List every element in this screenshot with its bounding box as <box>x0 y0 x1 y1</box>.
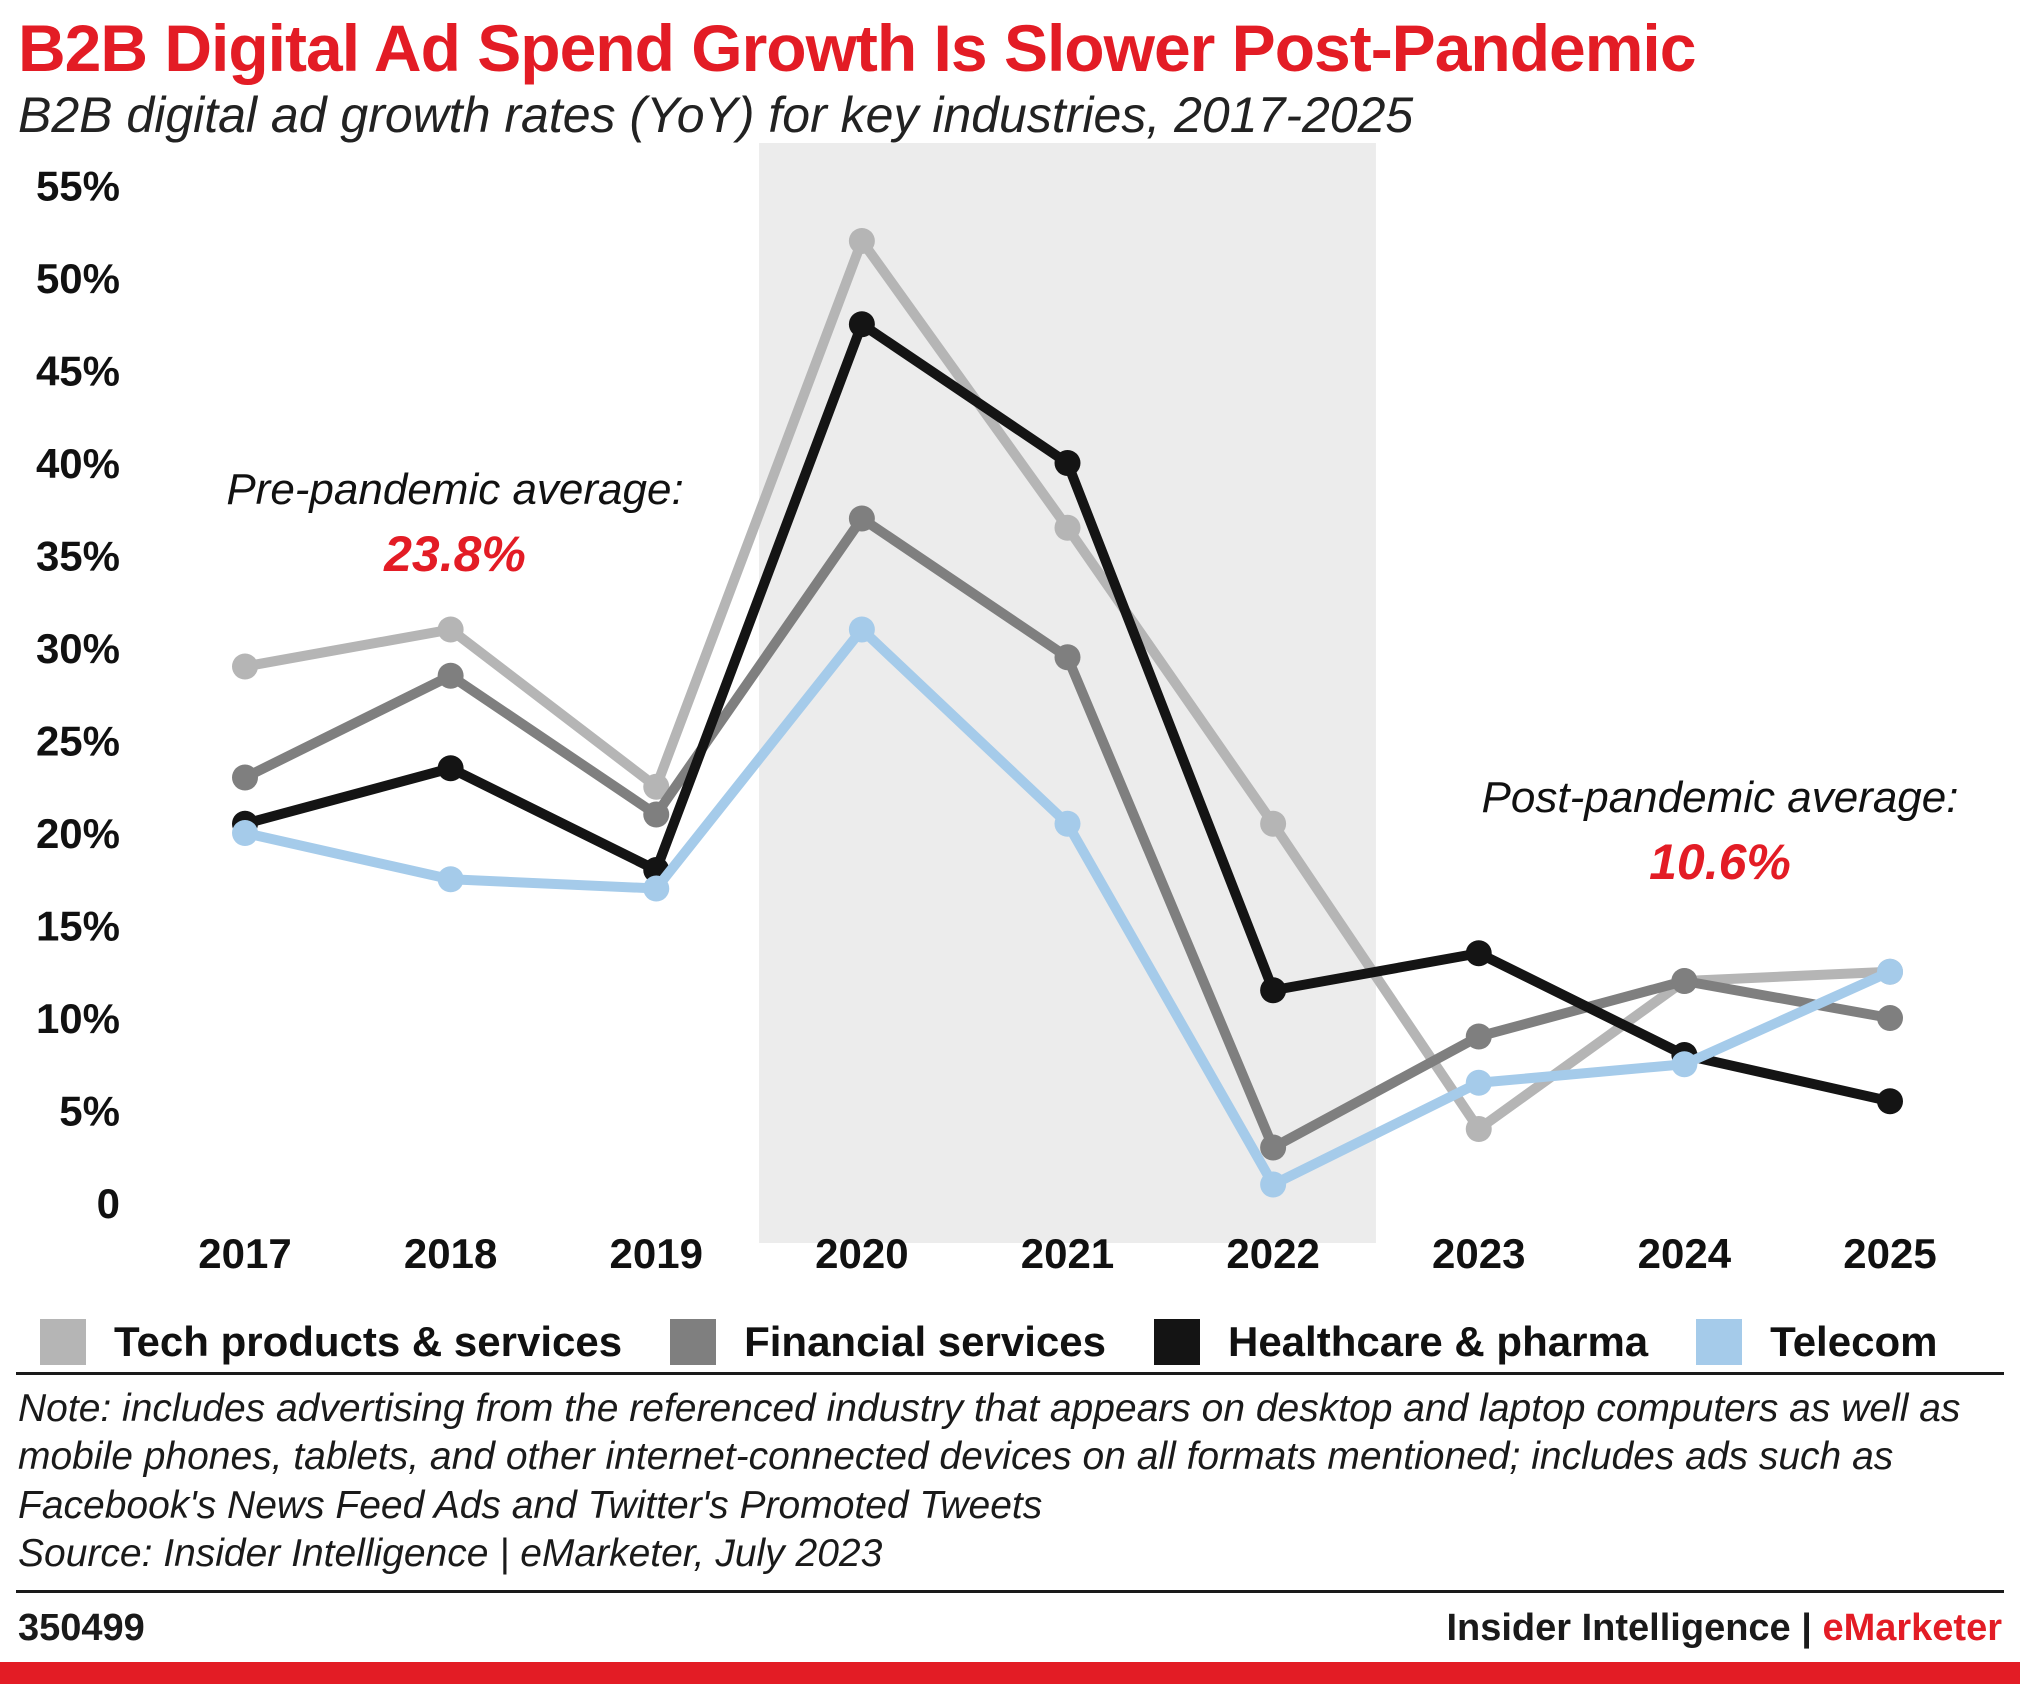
series-2-data-point <box>1260 976 1287 1003</box>
footer-bar: 350499 Insider Intelligence | eMarketer <box>0 1593 2020 1662</box>
y-tick-label: 0 <box>97 1180 120 1227</box>
y-tick-label: 15% <box>36 902 120 949</box>
header: B2B Digital Ad Spend Growth Is Slower Po… <box>0 0 2020 143</box>
series-1-data-point <box>1671 967 1698 994</box>
source-text: Source: Insider Intelligence | eMarketer… <box>18 1532 883 1575</box>
y-tick-label: 40% <box>36 440 120 487</box>
series-2-data-point <box>437 754 464 781</box>
y-tick-label: 10% <box>36 995 120 1042</box>
x-tick-label: 2023 <box>1432 1230 1525 1277</box>
pandemic-band <box>759 142 1376 1243</box>
footer-block: Note: includes advertising from the refe… <box>0 1371 2020 1684</box>
x-tick-label: 2019 <box>610 1230 703 1277</box>
y-tick-label: 5% <box>59 1087 120 1134</box>
notes-divider-line <box>16 1371 2004 1375</box>
series-0-data-point <box>1054 514 1081 541</box>
legend-item-financial-services: Financial services <box>670 1318 1106 1366</box>
brand-prefix: Insider Intelligence | <box>1446 1607 1823 1649</box>
legend: Tech products & services Financial servi… <box>0 1318 2020 1366</box>
x-tick-label: 2017 <box>198 1230 291 1277</box>
brand: Insider Intelligence | eMarketer <box>1446 1607 2002 1650</box>
series-1-data-point <box>1877 1004 1903 1031</box>
series-0-data-point <box>1260 810 1287 837</box>
legend-label-telecom: Telecom <box>1770 1317 1938 1365</box>
x-tick-label: 2024 <box>1638 1230 1732 1277</box>
x-tick-label: 2021 <box>1021 1230 1114 1277</box>
note-text: Note: includes advertising from the refe… <box>18 1386 1961 1527</box>
y-tick-label: 50% <box>36 255 120 302</box>
series-3-data-point <box>643 875 670 902</box>
series-3-data-point <box>848 616 875 643</box>
y-tick-label: 25% <box>36 717 120 764</box>
series-3-data-point <box>1465 1069 1492 1096</box>
legend-label-tech-products-services: Tech products & services <box>114 1317 623 1365</box>
series-2-data-point <box>1465 939 1492 966</box>
x-tick-label: 2020 <box>815 1230 908 1277</box>
legend-swatch-financial-services <box>670 1318 717 1365</box>
annotation-pre-pandemic: Pre-pandemic average: 23.8% <box>190 465 720 583</box>
series-3-data-point <box>1260 1171 1287 1198</box>
line-chart: 0 5% 10% 15% 20% 25% 30% 35% 40% 45% 50% 55% 2017 201… <box>36 142 1937 1277</box>
series-3-data-point <box>1877 958 1903 985</box>
series-1-data-point <box>848 505 875 532</box>
series-1-data-point <box>1260 1134 1287 1161</box>
chart-area: 0 5% 10% 15% 20% 25% 30% 35% 40% 45% 50% 55% 2017 201… <box>0 142 2020 1308</box>
series-3-data-point <box>1671 1050 1698 1077</box>
series-1-data-point <box>1465 1023 1492 1050</box>
legend-item-telecom: Telecom <box>1696 1318 1937 1366</box>
series-1-data-point <box>1054 643 1081 670</box>
annotation-post-pandemic-label: Post-pandemic average: <box>1481 772 1959 822</box>
y-tick-label: 55% <box>36 162 120 209</box>
legend-swatch-healthcare-pharma <box>1153 1318 1200 1365</box>
x-tick-label: 2025 <box>1843 1230 1936 1277</box>
y-tick-label: 20% <box>36 810 120 857</box>
x-tick-label: 2018 <box>404 1230 497 1277</box>
y-tick-label: 45% <box>36 347 120 394</box>
annotation-post-pandemic: Post-pandemic average: 10.6% <box>1430 773 2010 891</box>
series-2-data-point <box>1877 1087 1903 1114</box>
annotation-pre-pandemic-value: 23.8% <box>384 525 526 582</box>
legend-label-financial-services: Financial services <box>744 1317 1106 1365</box>
chart-subtitle: B2B digital ad growth rates (YoY) for ke… <box>18 86 1414 143</box>
series-3-data-point <box>232 819 258 846</box>
legend-swatch-telecom <box>1696 1318 1743 1365</box>
series-2-data-point <box>1054 449 1081 476</box>
series-0-data-point <box>232 653 258 680</box>
series-3-data-point <box>437 865 464 892</box>
brand-name: eMarketer <box>1822 1607 2002 1649</box>
y-tick-label: 30% <box>36 625 120 672</box>
legend-label-healthcare-pharma: Healthcare & pharma <box>1227 1317 1649 1365</box>
series-1-data-point <box>437 662 464 689</box>
series-2-data-point <box>848 310 875 337</box>
legend-item-tech-products-services: Tech products & services <box>40 1318 622 1366</box>
legend-swatch-tech-products-services <box>40 1318 86 1365</box>
bottom-red-stripe <box>0 1662 2020 1684</box>
series-0-data-point <box>437 616 464 643</box>
series-0-data-point <box>1465 1115 1492 1142</box>
series-1-data-point <box>643 801 670 828</box>
footer-divider-line <box>16 1590 2004 1593</box>
series-0-data-point <box>643 773 670 800</box>
annotation-post-pandemic-value: 10.6% <box>1649 833 1791 890</box>
chart-title: B2B Digital Ad Spend Growth Is Slower Po… <box>18 11 1696 85</box>
series-1-data-point <box>232 764 258 791</box>
x-tick-label: 2022 <box>1226 1230 1319 1277</box>
series-3-data-point <box>1054 810 1081 837</box>
legend-item-healthcare-pharma: Healthcare & pharma <box>1153 1317 1649 1366</box>
annotation-pre-pandemic-label: Pre-pandemic average: <box>226 464 684 514</box>
chart-id: 350499 <box>18 1607 145 1649</box>
y-tick-label: 35% <box>36 532 120 579</box>
series-0-data-point <box>848 227 875 254</box>
